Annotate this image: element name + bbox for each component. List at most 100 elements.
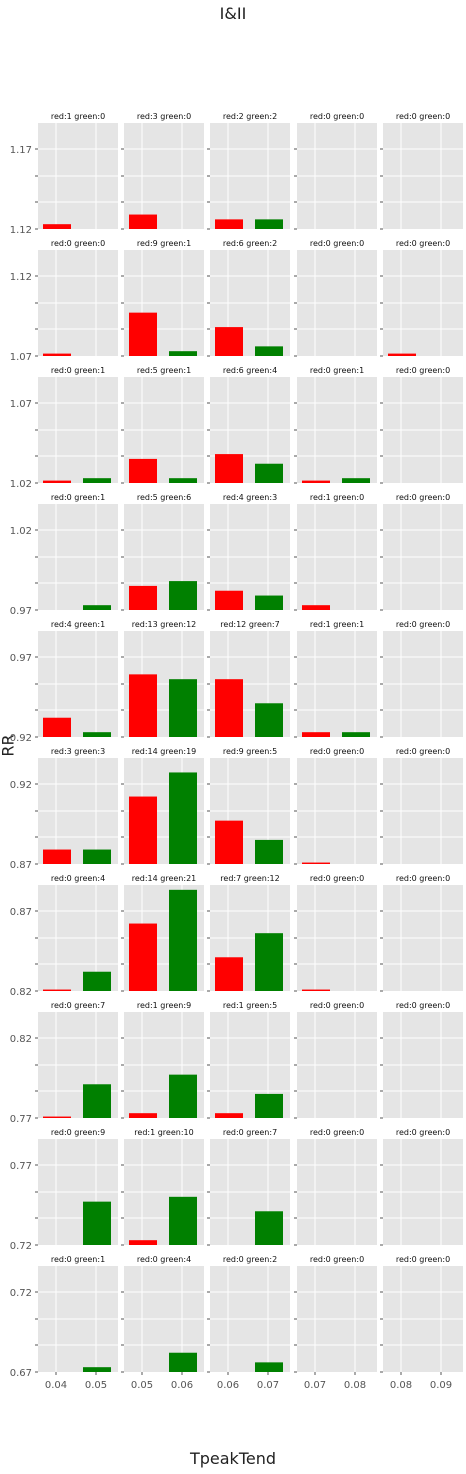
panel: red:6 green:4 xyxy=(207,366,290,484)
panel-title: red:14 green:19 xyxy=(132,747,197,756)
bar-green xyxy=(169,772,197,864)
bar-red xyxy=(215,327,243,356)
panel: red:0 green:0 xyxy=(380,112,463,230)
panel-title: red:0 green:1 xyxy=(51,1255,105,1264)
panel: red:0 green:0 xyxy=(294,1255,377,1373)
bar-red xyxy=(129,674,157,737)
panel-title: red:0 green:2 xyxy=(223,1255,277,1264)
panel: red:0 green:0 xyxy=(294,747,377,865)
panel: red:0 green:0 xyxy=(294,1128,377,1246)
y-tick-label: 0.72 xyxy=(10,1288,32,1299)
panel: red:0 green:0 xyxy=(380,493,463,611)
bar-green xyxy=(169,1074,197,1118)
panel-title: red:0 green:0 xyxy=(396,747,450,756)
bar-green xyxy=(169,1196,197,1245)
bar-green xyxy=(83,849,111,864)
panel-title: red:1 green:0 xyxy=(310,493,364,502)
y-tick-label: 0.82 xyxy=(10,987,32,998)
figure-title: I&II xyxy=(219,4,247,23)
panel-title: red:5 green:6 xyxy=(137,493,191,502)
bar-green xyxy=(83,1084,111,1118)
y-tick-label: 0.82 xyxy=(10,1034,32,1045)
bar-red xyxy=(215,820,243,864)
bar-red xyxy=(43,849,71,864)
panel: red:0 green:0 xyxy=(294,1001,377,1119)
panel-title: red:14 green:21 xyxy=(132,874,197,883)
panel: red:4 green:3 xyxy=(207,493,290,611)
bar-green xyxy=(342,732,370,737)
bar-green xyxy=(255,463,283,483)
panel-title: red:0 green:4 xyxy=(137,1255,191,1264)
bar-green xyxy=(169,889,197,991)
panel-title: red:0 green:0 xyxy=(396,620,450,629)
panel-title: red:0 green:0 xyxy=(396,239,450,248)
bar-green xyxy=(255,346,283,356)
panel: red:0 green:0 xyxy=(380,874,463,992)
panel: red:5 green:6 xyxy=(121,493,204,611)
bar-red xyxy=(43,353,71,356)
y-tick-label: 1.07 xyxy=(10,352,32,363)
panel-title: red:4 green:1 xyxy=(51,620,105,629)
panel-title: red:3 green:0 xyxy=(137,112,191,121)
panel-title: red:1 green:10 xyxy=(134,1128,193,1137)
bar-red xyxy=(215,590,243,610)
panel-title: red:0 green:0 xyxy=(310,1128,364,1137)
panel: red:0 green:4 xyxy=(121,1255,204,1373)
panel-title: red:0 green:0 xyxy=(310,239,364,248)
x-tick-label: 0.06 xyxy=(217,1380,239,1391)
x-tick-label: 0.07 xyxy=(304,1380,326,1391)
y-tick-label: 0.97 xyxy=(10,606,32,617)
panel: red:7 green:12 xyxy=(207,874,290,992)
y-tick-label: 0.87 xyxy=(10,907,32,918)
panel-title: red:0 green:4 xyxy=(51,874,105,883)
y-tick-label: 0.72 xyxy=(10,1241,32,1252)
y-tick-label: 1.02 xyxy=(10,479,32,490)
bar-green xyxy=(169,351,197,356)
bar-green xyxy=(83,1201,111,1245)
panel: red:0 green:0 xyxy=(294,239,377,357)
panel: red:0 green:1 xyxy=(294,366,377,484)
x-tick-label: 0.04 xyxy=(45,1380,67,1391)
y-tick-label: 0.77 xyxy=(10,1161,32,1172)
panel: red:0 green:0 xyxy=(35,239,118,357)
panel-title: red:6 green:2 xyxy=(223,239,277,248)
bar-green xyxy=(83,971,111,991)
bar-red xyxy=(302,989,330,991)
panel: red:0 green:2 xyxy=(207,1255,290,1373)
panel-title: red:1 green:0 xyxy=(51,112,105,121)
panel-title: red:0 green:0 xyxy=(310,112,364,121)
panel-title: red:2 green:2 xyxy=(223,112,277,121)
panel-title: red:0 green:0 xyxy=(396,1001,450,1010)
panel-title: red:0 green:0 xyxy=(396,112,450,121)
bar-red xyxy=(43,717,71,737)
bar-red xyxy=(43,989,71,991)
bar-red xyxy=(302,732,330,737)
panel: red:12 green:7 xyxy=(207,620,290,738)
panel-title: red:0 green:0 xyxy=(396,1255,450,1264)
panel: red:5 green:1 xyxy=(121,366,204,484)
y-tick-label: 1.02 xyxy=(10,526,32,537)
panel: red:0 green:7 xyxy=(35,1001,118,1119)
bar-green xyxy=(169,679,197,737)
bar-red xyxy=(215,454,243,483)
panel-title: red:4 green:3 xyxy=(223,493,277,502)
panel-title: red:0 green:9 xyxy=(51,1128,105,1137)
bar-green xyxy=(255,1093,283,1118)
panel-title: red:0 green:0 xyxy=(396,1128,450,1137)
x-tick-label: 0.09 xyxy=(430,1380,452,1391)
x-tick-label: 0.08 xyxy=(390,1380,412,1391)
panel: red:1 green:0 xyxy=(294,493,377,611)
panel: red:2 green:2 xyxy=(207,112,290,230)
y-tick-label: 0.92 xyxy=(10,780,32,791)
panel: red:3 green:3 xyxy=(35,747,118,865)
panel-title: red:0 green:0 xyxy=(396,874,450,883)
bar-red xyxy=(215,1113,243,1118)
panel: red:0 green:4 xyxy=(35,874,118,992)
panel: red:9 green:5 xyxy=(207,747,290,865)
panel: red:0 green:1 xyxy=(35,366,118,484)
bar-red xyxy=(129,923,157,991)
y-tick-label: 1.07 xyxy=(10,399,32,410)
x-tick-label: 0.08 xyxy=(344,1380,366,1391)
bar-red xyxy=(129,585,157,610)
bar-green xyxy=(169,478,197,483)
